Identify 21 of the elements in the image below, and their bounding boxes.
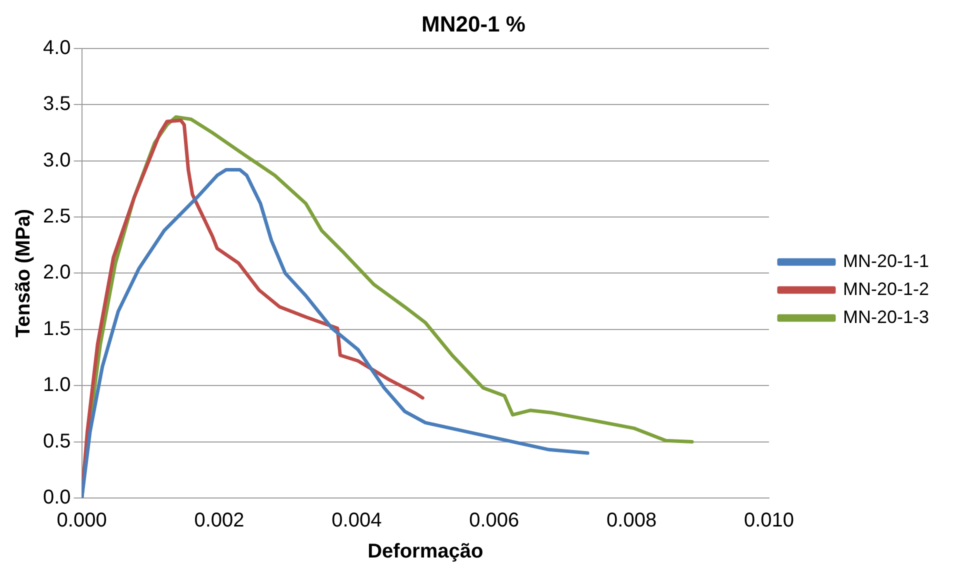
x-tick-label: 0.000 xyxy=(56,510,107,532)
x-tick-label: 0.006 xyxy=(469,510,520,532)
y-tick-label: 4.0 xyxy=(42,36,71,59)
y-tick-label: 0.5 xyxy=(42,430,71,452)
y-axis-title: Tensão (MPa) xyxy=(12,208,35,338)
y-tick-label: 1.5 xyxy=(42,318,71,340)
legend-label: MN-20-1-1 xyxy=(842,250,930,271)
x-tick-label: 0.010 xyxy=(744,510,794,532)
chart-title: MN20-1 % xyxy=(422,11,526,36)
y-tick-label: 0.0 xyxy=(42,486,71,509)
y-tick-label: 3.5 xyxy=(42,93,71,116)
legend-label: MN-20-1-2 xyxy=(842,278,930,299)
x-tick-label: 0.002 xyxy=(194,510,244,532)
y-tick-label: 2.5 xyxy=(42,206,71,228)
x-axis-title: Deformação xyxy=(368,540,484,563)
y-tick-label: 3.0 xyxy=(42,149,71,172)
x-tick-label: 0.008 xyxy=(606,510,657,532)
y-tick-label: 1.0 xyxy=(42,374,71,396)
legend-label: MN-20-1-3 xyxy=(842,306,930,327)
x-tick-label: 0.004 xyxy=(332,510,382,532)
y-tick-label: 2.0 xyxy=(42,262,71,284)
